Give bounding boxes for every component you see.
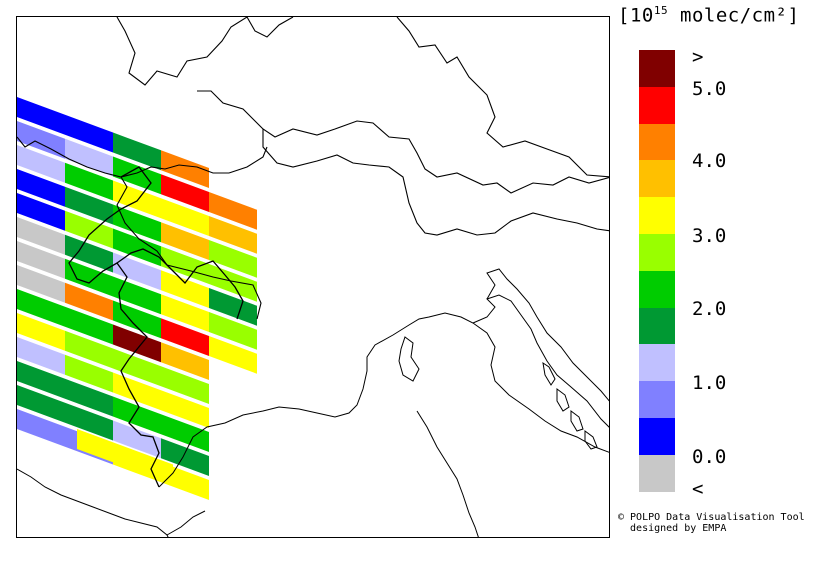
satellite-pixel: [65, 378, 113, 417]
satellite-pixel: [65, 138, 113, 177]
legend-swatch: [639, 197, 675, 234]
coastline: [17, 268, 609, 537]
satellite-pixel: [161, 198, 209, 237]
satellite-pixel: [161, 342, 209, 381]
legend-swatch: [639, 454, 675, 492]
satellite-pixel: [209, 216, 257, 254]
satellite-pixel: [161, 174, 209, 213]
satellite-pixel: [161, 246, 209, 285]
legend-label-4: 4.0: [692, 150, 727, 172]
satellite-pixel: [161, 150, 209, 189]
satellite-pixel: [65, 354, 113, 393]
satellite-pixel: [17, 313, 65, 351]
satellite-pixel: [17, 121, 65, 159]
satellite-pixel: [17, 265, 65, 303]
color-legend: [639, 50, 675, 492]
legend-label-1: 1.0: [692, 372, 727, 394]
legend-label-3: 3.0: [692, 225, 727, 247]
satellite-pixel: [161, 222, 209, 261]
satellite-pixel: [113, 300, 161, 339]
satellite-pixel: [65, 114, 113, 153]
satellite-pixel: [161, 318, 209, 357]
country-borders: [17, 17, 609, 320]
swiss-italian-border: [68, 166, 244, 488]
legend-swatch: [639, 86, 675, 124]
satellite-pixel: [125, 446, 173, 485]
satellite-pixel: [161, 270, 209, 309]
legend-swatch: [639, 233, 675, 271]
satellite-pixel: [209, 192, 257, 230]
satellite-pixel: [113, 396, 161, 435]
units-exponent: 15: [653, 4, 669, 17]
satellite-pixel: [113, 372, 161, 411]
satellite-pixel: [65, 306, 113, 345]
satellite-pixel: [17, 193, 65, 231]
satellite-pixel: [209, 312, 257, 350]
legend-label-2: 2.0: [692, 298, 727, 320]
satellite-pixel: [17, 217, 65, 255]
satellite-pixel: [17, 361, 65, 399]
satellite-pixel: [113, 132, 161, 171]
satellite-pixel: [113, 348, 161, 387]
satellite-pixel: [65, 330, 113, 369]
satellite-pixel: [65, 162, 113, 201]
legend-swatch: [639, 344, 675, 382]
satellite-pixel-layer: [17, 97, 257, 501]
satellite-pixel: [161, 294, 209, 333]
credits: © POLPO Data Visualisation Tool designed…: [618, 512, 805, 534]
satellite-pixel: [17, 409, 65, 447]
legend-swatch: [639, 417, 675, 455]
units-suffix: molec/cm²]: [668, 4, 800, 27]
satellite-pixel: [17, 241, 65, 279]
legend-swatch: [639, 50, 675, 87]
legend-swatch: [639, 160, 675, 198]
satellite-pixel: [17, 337, 65, 375]
satellite-pixel: [113, 420, 161, 459]
satellite-pixel: [65, 210, 113, 249]
satellite-pixel: [65, 234, 113, 273]
satellite-pixel: [161, 414, 209, 453]
legend-label-min: <: [692, 478, 704, 500]
satellite-pixel: [77, 429, 125, 467]
legend-label-0: 0.0: [692, 446, 727, 468]
legend-label-5: 5.0: [692, 78, 727, 100]
map-panel[interactable]: [16, 16, 610, 538]
satellite-pixel: [65, 186, 113, 225]
satellite-pixel: [161, 366, 209, 405]
satellite-pixel: [17, 97, 65, 135]
satellite-pixel: [65, 402, 113, 441]
satellite-pixel: [113, 204, 161, 243]
legend-swatch: [639, 270, 675, 308]
satellite-pixel: [17, 289, 65, 327]
legend-swatch: [639, 381, 675, 418]
units-prefix: [10: [618, 4, 654, 27]
legend-swatch: [639, 307, 675, 345]
satellite-pixel: [209, 264, 257, 302]
credits-line-1: © POLPO Data Visualisation Tool: [618, 512, 805, 523]
legend-label-max: >: [692, 46, 704, 68]
credits-line-2: designed by EMPA: [618, 523, 727, 534]
satellite-pixel: [113, 276, 161, 315]
satellite-pixel: [17, 145, 65, 183]
satellite-pixel: [17, 169, 65, 207]
satellite-pixel: [17, 385, 65, 423]
satellite-pixel: [209, 288, 257, 326]
satellite-pixel: [65, 282, 113, 321]
satellite-pixel: [209, 240, 257, 278]
satellite-pixel: [113, 252, 161, 291]
satellite-pixel: [161, 390, 209, 429]
legend-swatch: [639, 123, 675, 161]
satellite-pixel: [113, 324, 161, 363]
satellite-pixel: [65, 258, 113, 297]
satellite-pixel: [161, 438, 209, 477]
satellite-pixel: [209, 336, 257, 374]
satellite-pixel: [113, 228, 161, 267]
units-label: [1015 molec/cm²]: [618, 4, 799, 26]
map-canvas[interactable]: [17, 17, 610, 538]
